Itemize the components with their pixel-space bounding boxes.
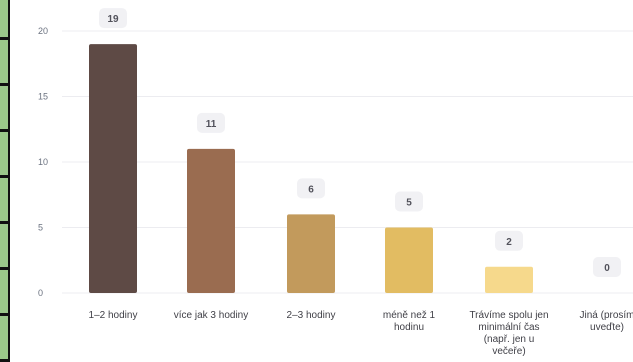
x-tick-label: více jak 3 hodiny (174, 310, 249, 321)
data-label: 19 (107, 14, 119, 25)
data-label: 5 (406, 198, 412, 209)
sidebar-block (0, 40, 10, 86)
bar (385, 227, 433, 293)
data-label-badge (395, 191, 423, 212)
data-label-badge (197, 112, 225, 133)
data-label-badge (99, 8, 127, 29)
bar (187, 148, 235, 293)
sidebar-block (0, 270, 10, 316)
y-tick-label: 10 (38, 157, 48, 167)
data-label: 11 (206, 119, 217, 130)
data-label-badge (593, 257, 621, 277)
data-label: 6 (308, 184, 314, 195)
data-label-badge (495, 230, 523, 251)
x-tick-label: hodinu (394, 322, 424, 333)
x-tick-label: Trávíme spolu jen (469, 310, 548, 321)
y-tick-label: 20 (38, 26, 48, 36)
x-tick-label: uveďte) (590, 322, 624, 333)
left-sidebar-strip (0, 0, 10, 362)
data-label-badge (297, 178, 325, 199)
y-tick-label: 5 (38, 223, 43, 233)
data-label: 0 (604, 263, 610, 274)
sidebar-block (0, 316, 10, 362)
bar (485, 266, 533, 293)
bar (287, 214, 335, 293)
sidebar-block (0, 86, 10, 132)
x-tick-label: méně než 1 (383, 310, 436, 321)
x-tick-label: 1–2 hodiny (89, 310, 138, 321)
x-tick-label: večeře) (492, 346, 525, 357)
x-tick-label: (např. jen u (484, 334, 535, 345)
data-label: 2 (506, 237, 512, 248)
y-tick-label: 15 (38, 92, 48, 102)
bar (89, 44, 137, 293)
y-tick-label: 0 (38, 288, 43, 298)
sidebar-block (0, 0, 10, 40)
x-tick-label: minimální čas (478, 322, 539, 333)
sidebar-block (0, 224, 10, 270)
x-tick-label: Jiná (prosím (579, 310, 633, 321)
sidebar-block (0, 132, 10, 178)
x-tick-label: 2–3 hodiny (287, 310, 336, 321)
sidebar-block (0, 178, 10, 224)
